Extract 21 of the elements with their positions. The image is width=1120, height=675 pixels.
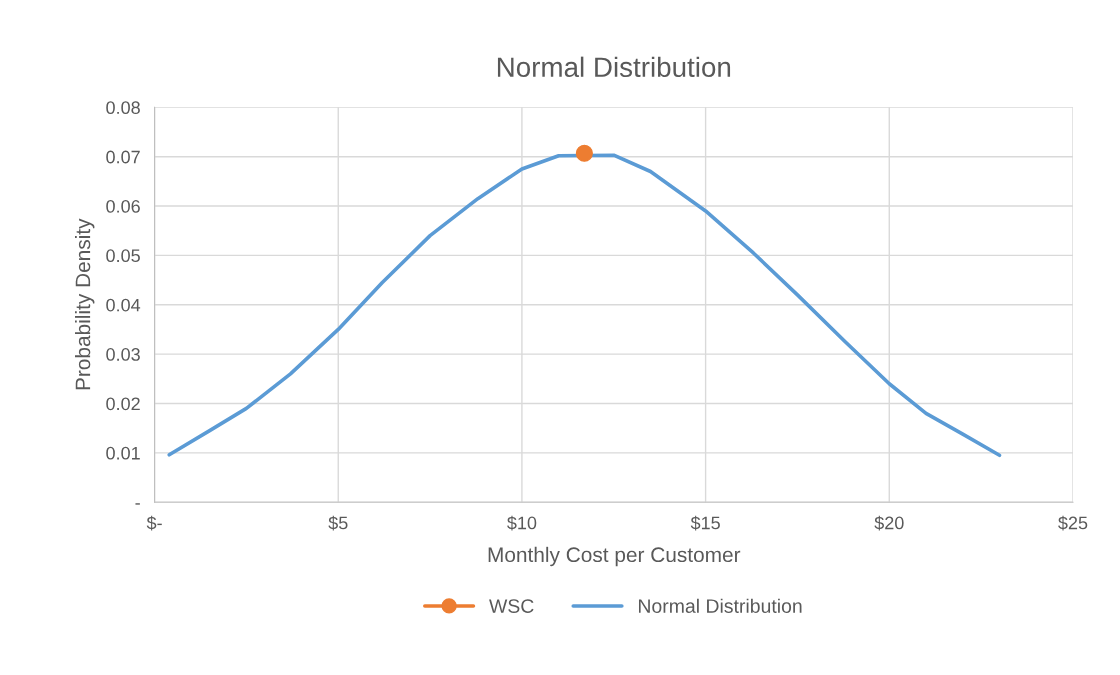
legend-label: WSC (489, 599, 534, 613)
chart-title: Normal Distribution (497, 56, 731, 78)
x-tick-label: $15 (690, 515, 720, 531)
x-tick-label: $20 (874, 515, 904, 531)
x-tick-label: $10 (507, 515, 537, 531)
y-tick-label: 0.02 (106, 397, 140, 411)
y-tick-label: 0.03 (106, 348, 140, 361)
y-tick-label: 0.04 (106, 298, 141, 312)
y-tick-label: - (135, 503, 140, 505)
y-tick-label: 0.06 (106, 199, 140, 213)
legend-label: Normal Distribution (638, 598, 802, 613)
x-tick-label: $25 (1058, 515, 1088, 531)
y-tick-label: 0.07 (106, 150, 140, 164)
y-axis-title: Probability Density (75, 218, 95, 390)
x-tick-label: $5 (328, 515, 348, 531)
x-tick-label: $- (146, 515, 162, 531)
y-tick-label: 0.08 (106, 101, 140, 115)
line-series (167, 153, 1002, 458)
y-tick-label: 0.05 (106, 249, 140, 263)
x-axis-title: Monthly Cost per Customer (488, 546, 741, 567)
y-tick-label: 0.01 (106, 446, 140, 460)
